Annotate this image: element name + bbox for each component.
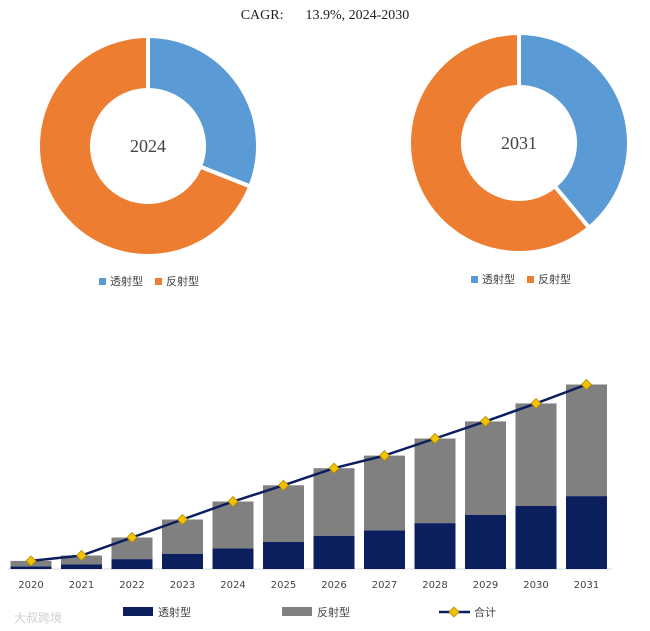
bar-transmissive-2024 [212,548,254,569]
total-marker-2022 [126,531,138,544]
donut1-legend-label-0: 透射型 [110,274,143,288]
bar-reflective-2026 [313,468,355,536]
bar-transmissive-2030 [515,506,557,569]
bar-reflective-2022 [111,537,153,560]
bar-reflective-2029 [465,421,506,515]
donut1-slice-transmissive [146,33,260,190]
total-marker-2027 [378,450,391,462]
donut2-slice-reflective [407,30,592,255]
bar-legend-swatch-reflective [282,607,312,616]
bar-reflective-2027 [364,455,405,531]
total-marker-2021 [75,549,88,562]
bar-legend-label-total: 合计 [474,605,496,619]
donut2-legend-swatch-1 [527,276,534,283]
bar-reflective-2024 [212,501,254,549]
total-marker-2024 [227,495,239,508]
total-marker-2020 [25,555,37,567]
cagr-label: CAGR: [240,8,284,23]
total-line [30,383,587,563]
bar-transmissive-2028 [414,523,456,569]
x-tick-2027: 2027 [372,580,397,591]
bar-legend-marker-total [448,606,460,618]
x-tick-2029: 2029 [473,580,498,591]
bar-transmissive-2027 [364,530,405,569]
cagr-header: CAGR: 13.9%, 2024-2030 [0,8,650,24]
bar-transmissive-2031 [566,496,607,569]
bar-transmissive-2026 [313,535,355,569]
bar-legend-label-reflective: 反射型 [317,605,350,619]
watermark-text: 大叔跨境 [14,610,62,625]
cagr-value: 13.9%, 2024-2030 [305,8,410,23]
bar-reflective-2030 [515,403,557,506]
donut2-slice-transmissive [517,30,631,231]
total-marker-2029 [479,415,492,427]
x-tick-2028: 2028 [422,580,447,591]
bar-transmissive-2022 [111,559,153,569]
donut1-legend-swatch-0 [99,278,106,285]
donut2-legend-label-1: 反射型 [538,272,571,286]
total-marker-2023 [176,513,189,526]
donut1-slice-reflective [36,33,253,258]
x-tick-2024: 2024 [220,580,245,591]
donut2-legend-swatch-0 [471,276,478,283]
x-tick-2026: 2026 [321,580,346,591]
total-marker-2030 [530,397,542,409]
x-tick-2023: 2023 [170,580,195,591]
bar-transmissive-2029 [465,515,506,569]
total-marker-2031 [580,378,593,391]
x-tick-2021: 2021 [69,580,94,591]
donut2-center-label: 2031 [501,133,537,153]
donut2-legend-label-0: 透射型 [482,272,515,286]
bar-transmissive-2025 [263,542,304,569]
total-marker-2025 [277,479,290,491]
total-marker-2026 [328,462,340,474]
total-marker-2028 [429,432,441,445]
bar-transmissive-2021 [61,564,102,569]
x-tick-2022: 2022 [119,580,144,591]
x-tick-2030: 2030 [523,580,548,591]
donut1-legend-swatch-1 [155,278,162,285]
bar-legend-label-transmissive: 透射型 [158,605,191,619]
bar-reflective-2031 [566,384,607,497]
bar-transmissive-2020 [10,566,52,569]
x-tick-2025: 2025 [271,580,296,591]
x-tick-2020: 2020 [18,580,43,591]
donut1-legend-label-1: 反射型 [166,274,199,288]
bar-reflective-2028 [414,438,456,524]
bar-legend-swatch-transmissive [123,607,153,616]
x-tick-2031: 2031 [574,580,599,591]
bar-transmissive-2023 [162,553,203,569]
bar-reflective-2025 [263,485,304,542]
donut1-center-label: 2024 [130,136,166,156]
